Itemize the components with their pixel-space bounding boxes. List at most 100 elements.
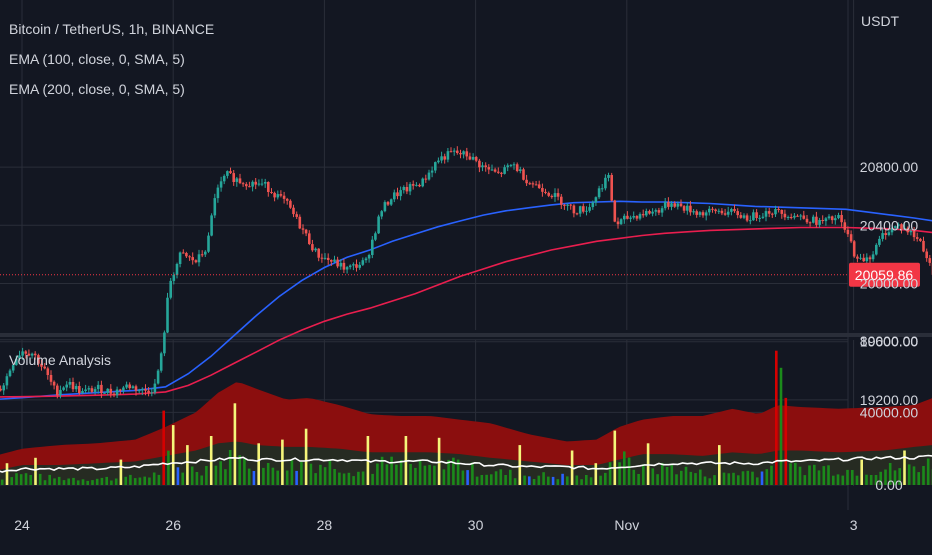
candle-body bbox=[387, 202, 390, 205]
candle-body bbox=[264, 182, 267, 184]
candle-body bbox=[632, 216, 635, 218]
candle-body bbox=[825, 218, 828, 221]
volume-bar bbox=[490, 474, 493, 485]
candle-body bbox=[749, 220, 752, 221]
candle-body bbox=[81, 391, 84, 393]
candle-body bbox=[415, 185, 418, 186]
candle-body bbox=[692, 211, 695, 212]
symbol-title[interactable]: Bitcoin / TetherUS, 1h, BINANCE bbox=[9, 21, 214, 37]
candle-body bbox=[239, 178, 242, 183]
candle-body bbox=[651, 212, 654, 214]
volume-bar bbox=[243, 458, 246, 485]
candle-body bbox=[270, 192, 273, 193]
volume-bar bbox=[471, 463, 474, 486]
candle-body bbox=[201, 254, 204, 255]
candle-body bbox=[929, 258, 932, 263]
candle-body bbox=[544, 192, 547, 193]
candle-body bbox=[459, 153, 462, 154]
volume-bar bbox=[742, 471, 745, 485]
candle-body bbox=[793, 216, 796, 218]
candle-body bbox=[869, 257, 872, 259]
candle-body bbox=[0, 389, 2, 391]
candle-body bbox=[510, 165, 513, 166]
candle-body bbox=[680, 204, 683, 207]
volume-bar bbox=[728, 473, 731, 485]
ema100-legend[interactable]: EMA (100, close, 0, SMA, 5) bbox=[9, 51, 185, 67]
volume-bar bbox=[775, 351, 778, 485]
volume-bar bbox=[542, 472, 545, 485]
candle-body bbox=[828, 216, 831, 218]
candle-body bbox=[629, 218, 632, 219]
volume-bar bbox=[286, 471, 289, 486]
candle-body bbox=[714, 210, 717, 212]
candle-body bbox=[116, 390, 119, 396]
candle-body bbox=[777, 209, 780, 210]
volume-bar bbox=[908, 464, 911, 485]
volume-bar bbox=[181, 473, 184, 485]
price-tick-label: 20400.00 bbox=[860, 217, 919, 233]
volume-bar bbox=[324, 467, 327, 485]
candle-body bbox=[579, 206, 582, 213]
candle-body bbox=[658, 210, 661, 213]
candle-body bbox=[736, 211, 739, 215]
volume-bar bbox=[737, 475, 740, 485]
volume-bar bbox=[134, 478, 137, 485]
volume-bar bbox=[813, 465, 816, 485]
candle-body bbox=[686, 206, 689, 211]
candle-body bbox=[144, 389, 147, 391]
candle-body bbox=[188, 256, 191, 257]
volume-bar bbox=[533, 479, 536, 485]
candle-body bbox=[812, 217, 815, 223]
volume-bar bbox=[614, 431, 617, 485]
volume-bar bbox=[789, 463, 792, 485]
volume-bar bbox=[58, 477, 61, 485]
volume-bar bbox=[253, 471, 256, 485]
volume-bar bbox=[652, 468, 655, 485]
candle-body bbox=[834, 218, 837, 220]
volume-bar bbox=[780, 368, 783, 485]
volume-bar bbox=[91, 480, 94, 485]
candle-body bbox=[758, 218, 761, 219]
volume-bar bbox=[300, 462, 303, 485]
candle-body bbox=[173, 275, 176, 281]
candle-body bbox=[664, 202, 667, 208]
volume-bar bbox=[234, 403, 237, 485]
volume-bar bbox=[129, 475, 132, 485]
candle-body bbox=[384, 202, 387, 211]
volume-bar bbox=[804, 475, 807, 485]
candle-body bbox=[730, 209, 733, 212]
candle-body bbox=[765, 211, 768, 217]
candle-body bbox=[166, 298, 169, 333]
volume-bar bbox=[305, 429, 308, 485]
ema200-legend[interactable]: EMA (200, close, 0, SMA, 5) bbox=[9, 81, 185, 97]
candle-body bbox=[856, 257, 859, 259]
candle-body bbox=[677, 204, 680, 207]
candle-body bbox=[371, 240, 374, 255]
candle-body bbox=[154, 384, 157, 393]
candle-body bbox=[365, 259, 368, 261]
candle-body bbox=[69, 382, 72, 385]
candle-body bbox=[516, 164, 519, 171]
volume-bar bbox=[148, 478, 151, 486]
candle-body bbox=[443, 156, 446, 159]
candle-body bbox=[607, 175, 610, 178]
time-tick-label: 3 bbox=[850, 517, 858, 533]
volume-bar bbox=[124, 477, 127, 485]
candle-body bbox=[327, 258, 330, 260]
candle-body bbox=[755, 212, 758, 218]
candle-body bbox=[50, 375, 53, 382]
candle-body bbox=[78, 386, 81, 393]
volume-indicator-title[interactable]: Volume Analysis bbox=[9, 352, 111, 368]
candle-body bbox=[425, 179, 428, 180]
volume-bar bbox=[860, 460, 863, 485]
candle-body bbox=[781, 210, 784, 214]
candle-body bbox=[506, 165, 509, 167]
candle-body bbox=[65, 385, 68, 388]
candle-body bbox=[119, 390, 122, 391]
candle-body bbox=[862, 258, 865, 261]
candle-body bbox=[488, 167, 491, 169]
candle-body bbox=[620, 219, 623, 224]
